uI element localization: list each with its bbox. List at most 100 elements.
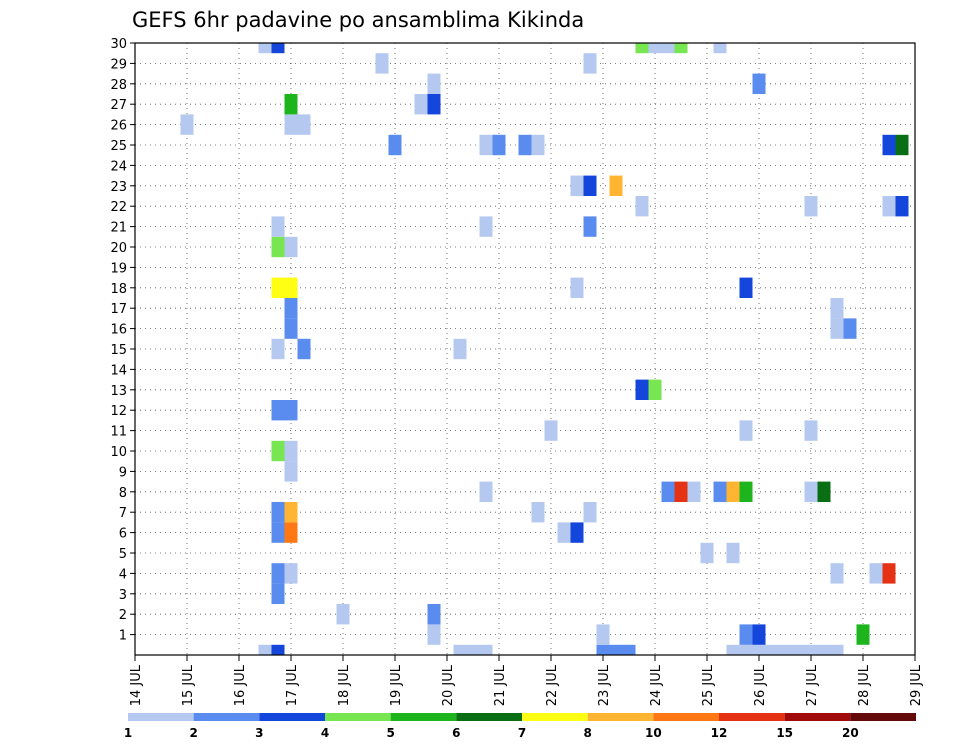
precip-cell bbox=[479, 481, 493, 502]
legend-bound-label: 1 bbox=[124, 726, 132, 740]
precip-cell bbox=[427, 73, 441, 94]
precip-cell bbox=[570, 277, 584, 298]
y-tick-label: 14 bbox=[110, 363, 127, 378]
precip-cell bbox=[375, 53, 389, 74]
y-tick-label: 1 bbox=[119, 629, 127, 644]
precip-cell bbox=[648, 43, 662, 54]
precip-cell bbox=[726, 542, 740, 564]
precip-cell bbox=[817, 644, 831, 655]
precip-cell bbox=[739, 420, 753, 441]
precip-cell bbox=[258, 43, 272, 54]
precip-cell bbox=[284, 440, 298, 462]
y-tick-label: 3 bbox=[119, 588, 127, 603]
x-tick-label: 27 JUL bbox=[805, 664, 820, 706]
precip-cell bbox=[674, 43, 688, 54]
precip-cell bbox=[635, 43, 649, 54]
precip-cell bbox=[271, 440, 285, 462]
precip-cell bbox=[661, 481, 675, 502]
precip-cell bbox=[752, 624, 766, 645]
y-tick-label: 28 bbox=[110, 78, 127, 93]
precip-cell bbox=[427, 604, 441, 625]
precip-cell bbox=[284, 298, 298, 319]
precip-cell bbox=[544, 420, 558, 441]
precip-cell bbox=[804, 481, 818, 502]
precip-cell bbox=[284, 502, 298, 523]
precip-cell bbox=[271, 502, 285, 523]
precip-cell bbox=[271, 644, 285, 655]
precip-cell bbox=[271, 583, 285, 604]
legend-color-swatch bbox=[456, 713, 522, 721]
precip-cell bbox=[830, 298, 844, 319]
precip-cell bbox=[869, 563, 883, 584]
legend-bound-label: 15 bbox=[776, 726, 793, 740]
legend-color-swatch bbox=[850, 713, 916, 721]
precip-cell bbox=[271, 338, 285, 360]
precip-cell bbox=[557, 522, 571, 543]
legend-bound-label: 12 bbox=[711, 726, 728, 740]
precip-cell bbox=[895, 134, 909, 156]
precip-cell bbox=[453, 338, 467, 360]
legend-bound-label: 10 bbox=[645, 726, 662, 740]
precip-cell bbox=[583, 216, 597, 237]
precip-cell bbox=[648, 379, 662, 400]
precip-cell bbox=[284, 277, 298, 298]
y-tick-label: 2 bbox=[119, 608, 127, 623]
precip-cell bbox=[427, 94, 441, 115]
precip-cell bbox=[258, 644, 272, 655]
x-tick-label: 17 JUL bbox=[285, 664, 300, 706]
legend-bound-label: 2 bbox=[189, 726, 197, 740]
precip-cell bbox=[271, 522, 285, 543]
precip-cell bbox=[791, 644, 805, 655]
precip-cell bbox=[583, 53, 597, 74]
precip-cell bbox=[271, 277, 285, 298]
precip-cell bbox=[297, 114, 311, 135]
x-tick-label: 25 JUL bbox=[701, 664, 716, 706]
precip-cell bbox=[726, 644, 740, 655]
y-tick-label: 29 bbox=[110, 57, 127, 72]
precip-cell bbox=[687, 481, 701, 502]
precip-cell bbox=[466, 644, 480, 655]
y-tick-label: 12 bbox=[110, 404, 127, 419]
precip-cell bbox=[414, 94, 428, 115]
precip-cell bbox=[739, 624, 753, 645]
precip-cell bbox=[284, 94, 298, 115]
precip-cell bbox=[635, 196, 649, 217]
precip-cell bbox=[674, 481, 688, 502]
legend-bound-label: 7 bbox=[518, 726, 526, 740]
precip-cell bbox=[531, 502, 545, 523]
y-tick-label: 18 bbox=[110, 282, 127, 297]
y-tick-label: 17 bbox=[110, 302, 127, 317]
y-tick-label: 16 bbox=[110, 323, 127, 338]
legend-bound-label: 6 bbox=[452, 726, 460, 740]
precip-cell bbox=[570, 522, 584, 543]
precip-cell bbox=[492, 134, 506, 156]
x-tick-label: 19 JUL bbox=[389, 664, 404, 706]
precip-cell bbox=[609, 175, 623, 196]
legend-color-swatch bbox=[522, 713, 588, 721]
x-tick-label: 16 JUL bbox=[233, 664, 248, 706]
y-tick-label: 9 bbox=[119, 465, 127, 480]
x-tick-label: 29 JUL bbox=[909, 664, 924, 706]
precip-cell bbox=[609, 644, 623, 655]
precip-cell bbox=[271, 563, 285, 584]
precip-cell bbox=[596, 624, 610, 645]
precip-cell bbox=[479, 644, 493, 655]
x-tick-label: 18 JUL bbox=[337, 664, 352, 706]
precip-cell bbox=[271, 216, 285, 237]
y-tick-label: 20 bbox=[110, 241, 127, 256]
legend-color-swatch bbox=[128, 713, 194, 721]
y-tick-label: 7 bbox=[119, 506, 127, 521]
y-tick-label: 21 bbox=[110, 221, 127, 236]
precip-cell bbox=[284, 318, 298, 339]
precip-cell bbox=[739, 277, 753, 298]
precip-cell bbox=[284, 563, 298, 584]
y-tick-label: 24 bbox=[110, 159, 127, 174]
y-tick-label: 23 bbox=[110, 180, 127, 195]
cells-layer bbox=[180, 43, 909, 655]
precip-cell bbox=[583, 175, 597, 196]
precip-cell bbox=[479, 216, 493, 237]
precip-cell bbox=[284, 522, 298, 543]
x-tick-label: 24 JUL bbox=[649, 664, 664, 706]
precip-cell bbox=[388, 134, 402, 156]
